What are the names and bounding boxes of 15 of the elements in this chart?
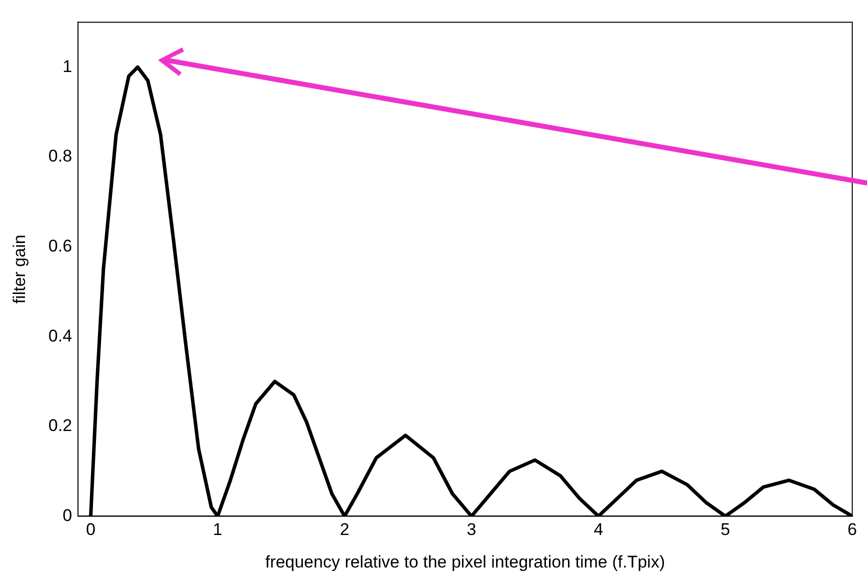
y-axis-title: filter gain	[10, 234, 29, 304]
x-tick-label: 2	[340, 520, 350, 540]
x-tick-label: 1	[212, 520, 222, 540]
x-axis-title: frequency relative to the pixel integration time (f.Tpix)	[265, 552, 665, 572]
y-tick-label: 0.8	[48, 146, 72, 166]
y-tick-label: 0.4	[48, 326, 72, 346]
y-tick-label: 0.2	[48, 416, 72, 436]
x-tick-label: 0	[86, 520, 96, 540]
x-tick-label: 4	[594, 520, 604, 540]
y-tick-label: 1	[62, 56, 72, 76]
x-tick-label: 6	[848, 520, 858, 540]
y-tick-label: 0	[62, 506, 72, 525]
x-tick-label: 5	[720, 520, 730, 540]
x-tick-label: 3	[466, 520, 476, 540]
y-tick-label: 0.6	[48, 236, 72, 256]
